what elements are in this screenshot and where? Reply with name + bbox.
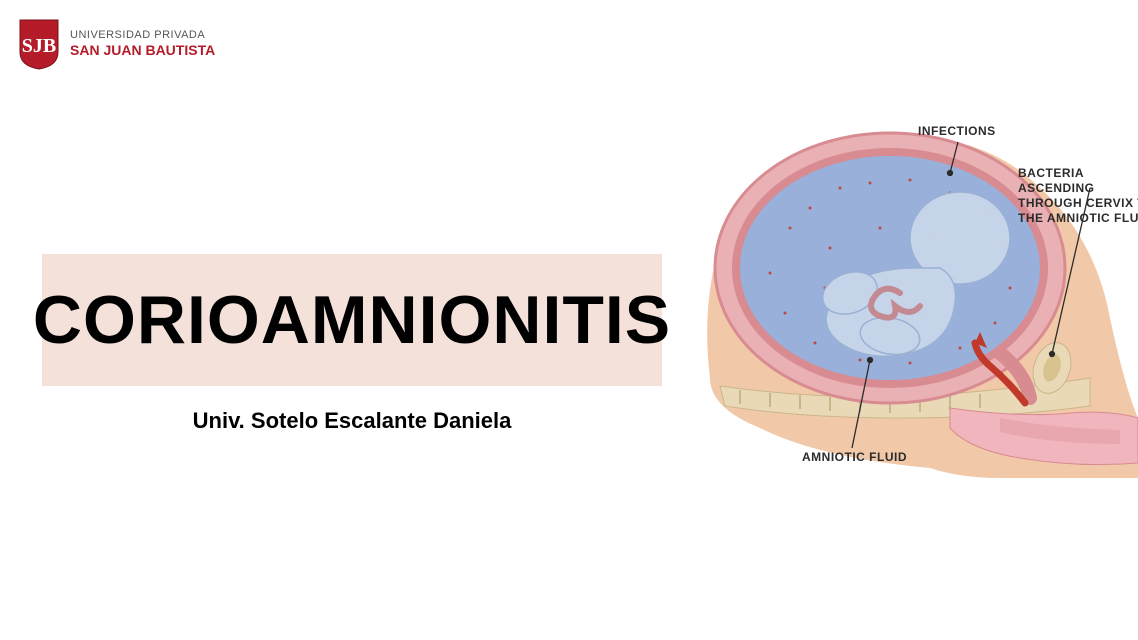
diagram-label-amniotic: AMNIOTIC FLUID [802,450,907,465]
university-line1: UNIVERSIDAD PRIVADA [70,29,215,42]
diagram-label-infections: INFECTIONS [918,124,996,139]
anatomy-diagram: INFECTIONS BACTERIA ASCENDING THROUGH CE… [700,118,1138,478]
svg-text:SJB: SJB [22,35,56,57]
university-line2: SAN JUAN BAUTISTA [70,42,215,59]
slide-title: CORIOAMNIONITIS [33,281,671,359]
author-name: Univ. Sotelo Escalante Daniela [42,408,662,434]
university-name: UNIVERSIDAD PRIVADA SAN JUAN BAUTISTA [70,29,215,59]
title-box: CORIOAMNIONITIS [42,254,662,386]
university-logo-block: SJB UNIVERSIDAD PRIVADA SAN JUAN BAUTIST… [18,18,215,70]
logo-shield: SJB [18,18,60,70]
diagram-label-bacteria: BACTERIA ASCENDING THROUGH CERVIX TO THE… [1018,166,1138,226]
